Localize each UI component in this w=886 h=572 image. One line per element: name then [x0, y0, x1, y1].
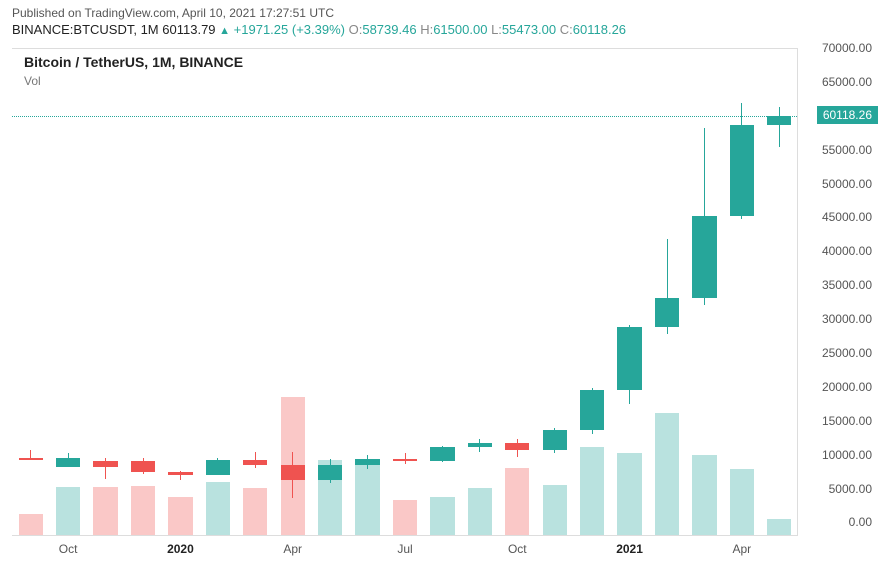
ohlc-bar: BINANCE:BTCUSDT, 1M 60113.79 ▲ +1971.25 … [0, 22, 886, 41]
arrow-up-icon: ▲ [219, 25, 230, 37]
c-label: C: [560, 22, 573, 37]
candle-body [243, 460, 267, 465]
axis-label: 25000.00 [822, 346, 872, 360]
candle-body [131, 461, 155, 472]
symbol: BINANCE:BTCUSDT, 1M [12, 22, 159, 37]
candle-body [19, 458, 43, 460]
axis-label: 15000.00 [822, 414, 872, 428]
candle-body [206, 460, 230, 475]
volume-bar [206, 482, 230, 535]
chart-plot[interactable] [12, 48, 798, 536]
volume-bar [767, 519, 791, 535]
chart-container[interactable]: Bitcoin / TetherUS, 1M, BINANCE Vol 0.00… [12, 48, 878, 564]
candle-body [355, 459, 379, 465]
axis-label: 70000.00 [822, 41, 872, 55]
volume-bar [730, 469, 754, 535]
volume-bar [56, 487, 80, 535]
price-change: +1971.25 (+3.39%) [234, 22, 345, 37]
axis-label: Apr [733, 542, 752, 556]
axis-label: Apr [283, 542, 302, 556]
candle-body [505, 443, 529, 450]
o-val: 58739.46 [362, 22, 416, 37]
l-label: L: [491, 22, 502, 37]
candle-body [93, 461, 117, 467]
candle-body [543, 430, 567, 450]
axis-label: 40000.00 [822, 244, 872, 258]
volume-bar [168, 497, 192, 535]
axis-label: 65000.00 [822, 75, 872, 89]
candle-body [730, 125, 754, 217]
volume-bar [655, 413, 679, 535]
axis-label: 20000.00 [822, 380, 872, 394]
volume-bar [19, 514, 43, 535]
volume-bar [617, 453, 641, 535]
volume-bar [580, 447, 604, 535]
o-label: O: [349, 22, 363, 37]
axis-label: Oct [59, 542, 78, 556]
current-price-line [12, 116, 797, 117]
axis-label: 5000.00 [829, 482, 872, 496]
axis-label: 2020 [167, 542, 194, 556]
volume-bar [692, 455, 716, 535]
last-price: 60113.79 [162, 22, 215, 37]
candle-body [430, 447, 454, 461]
price-axis[interactable]: 0.00 5000.00 10000.00 15000.00 20000.00 25000… [800, 48, 878, 536]
axis-label: 0.00 [849, 515, 872, 529]
candle-body [468, 443, 492, 446]
h-val: 61500.00 [433, 22, 487, 37]
chart-title: Bitcoin / TetherUS, 1M, BINANCE [24, 54, 243, 70]
volume-bar [243, 488, 267, 535]
volume-bar [355, 463, 379, 535]
candle-body [580, 390, 604, 430]
h-label: H: [420, 22, 433, 37]
c-val: 60118.26 [573, 22, 626, 37]
chart-subtitle: Vol [24, 74, 41, 88]
volume-bar [131, 486, 155, 535]
candle-body [617, 327, 641, 390]
candle-body [318, 465, 342, 480]
axis-label: 55000.00 [822, 143, 872, 157]
volume-bar [468, 488, 492, 535]
axis-label: 50000.00 [822, 177, 872, 191]
axis-label: Jul [397, 542, 412, 556]
candle-body [393, 459, 417, 461]
axis-label: 35000.00 [822, 278, 872, 292]
axis-label: Oct [508, 542, 527, 556]
candle-body [767, 116, 791, 125]
axis-label: 10000.00 [822, 448, 872, 462]
axis-label: 45000.00 [822, 210, 872, 224]
candle-body [56, 458, 80, 467]
l-val: 55473.00 [502, 22, 556, 37]
volume-bar [93, 487, 117, 535]
candle-body [281, 465, 305, 480]
axis-label: 2021 [616, 542, 643, 556]
candle-body [655, 298, 679, 327]
volume-bar [393, 500, 417, 535]
candle-body [168, 472, 192, 475]
volume-bar [505, 468, 529, 535]
publish-line: Published on TradingView.com, April 10, … [0, 0, 886, 22]
candle-wick [779, 107, 780, 148]
time-axis[interactable]: Oct 2020 Apr Jul Oct 2021 Apr [12, 538, 798, 564]
axis-label: 30000.00 [822, 312, 872, 326]
current-price-tag: 60118.26 [817, 106, 878, 124]
volume-bar [543, 485, 567, 535]
volume-bar [430, 497, 454, 535]
candle-body [692, 216, 716, 297]
